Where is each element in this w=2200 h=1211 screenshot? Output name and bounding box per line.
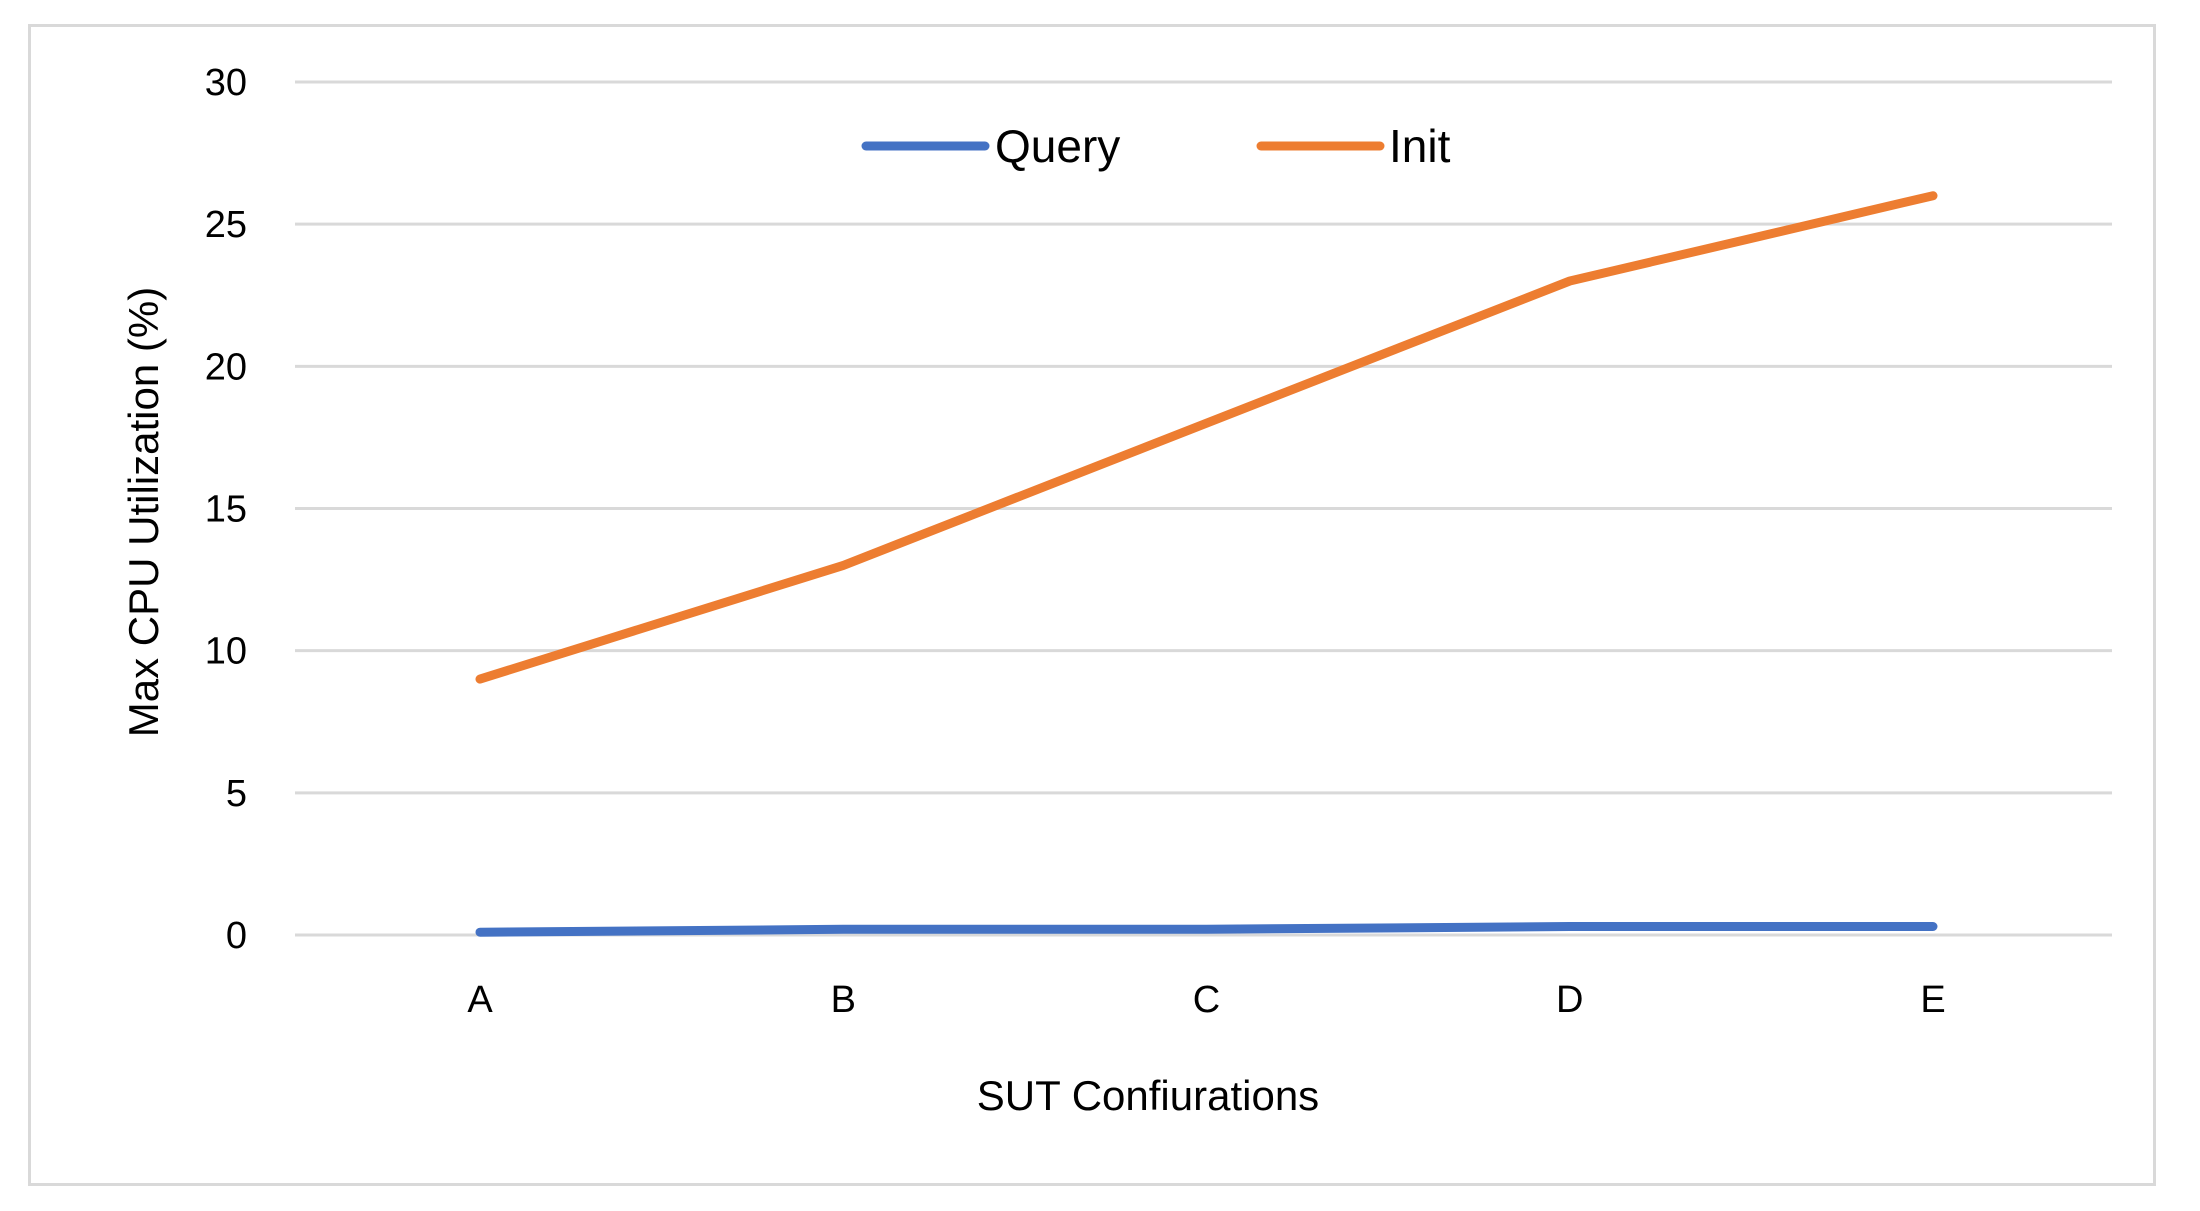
x-tick-label-a: A [467,979,493,1021]
legend-label-init: Init [1389,120,1451,172]
x-tick-label-d: D [1556,979,1583,1021]
y-tick-label-30: 30 [205,62,247,104]
y-tick-label-25: 25 [205,204,247,246]
x-axis-tick-labels: A B C D E [467,979,1945,1021]
x-tick-label-b: B [831,979,856,1021]
legend: Query Init [861,120,1451,172]
y-tick-label-5: 5 [226,773,247,815]
chart-frame [28,24,2156,1186]
x-tick-label-c: C [1193,979,1220,1021]
y-axis-tick-labels: 0 5 10 15 20 25 30 [205,62,247,957]
series-lines [475,191,1938,937]
y-tick-label-20: 20 [205,346,247,388]
y-tick-label-0: 0 [226,915,247,957]
y-axis-title: Max CPU Utilization (%) [120,287,167,737]
series-line-query [475,922,1938,937]
x-axis-title: SUT Confiurations [977,1072,1319,1119]
gridlines [295,80,2112,937]
y-tick-label-15: 15 [205,489,247,531]
x-tick-label-e: E [1920,979,1945,1021]
legend-label-query: Query [995,120,1120,172]
series-line-init [475,191,1938,684]
y-tick-label-10: 10 [205,631,247,673]
